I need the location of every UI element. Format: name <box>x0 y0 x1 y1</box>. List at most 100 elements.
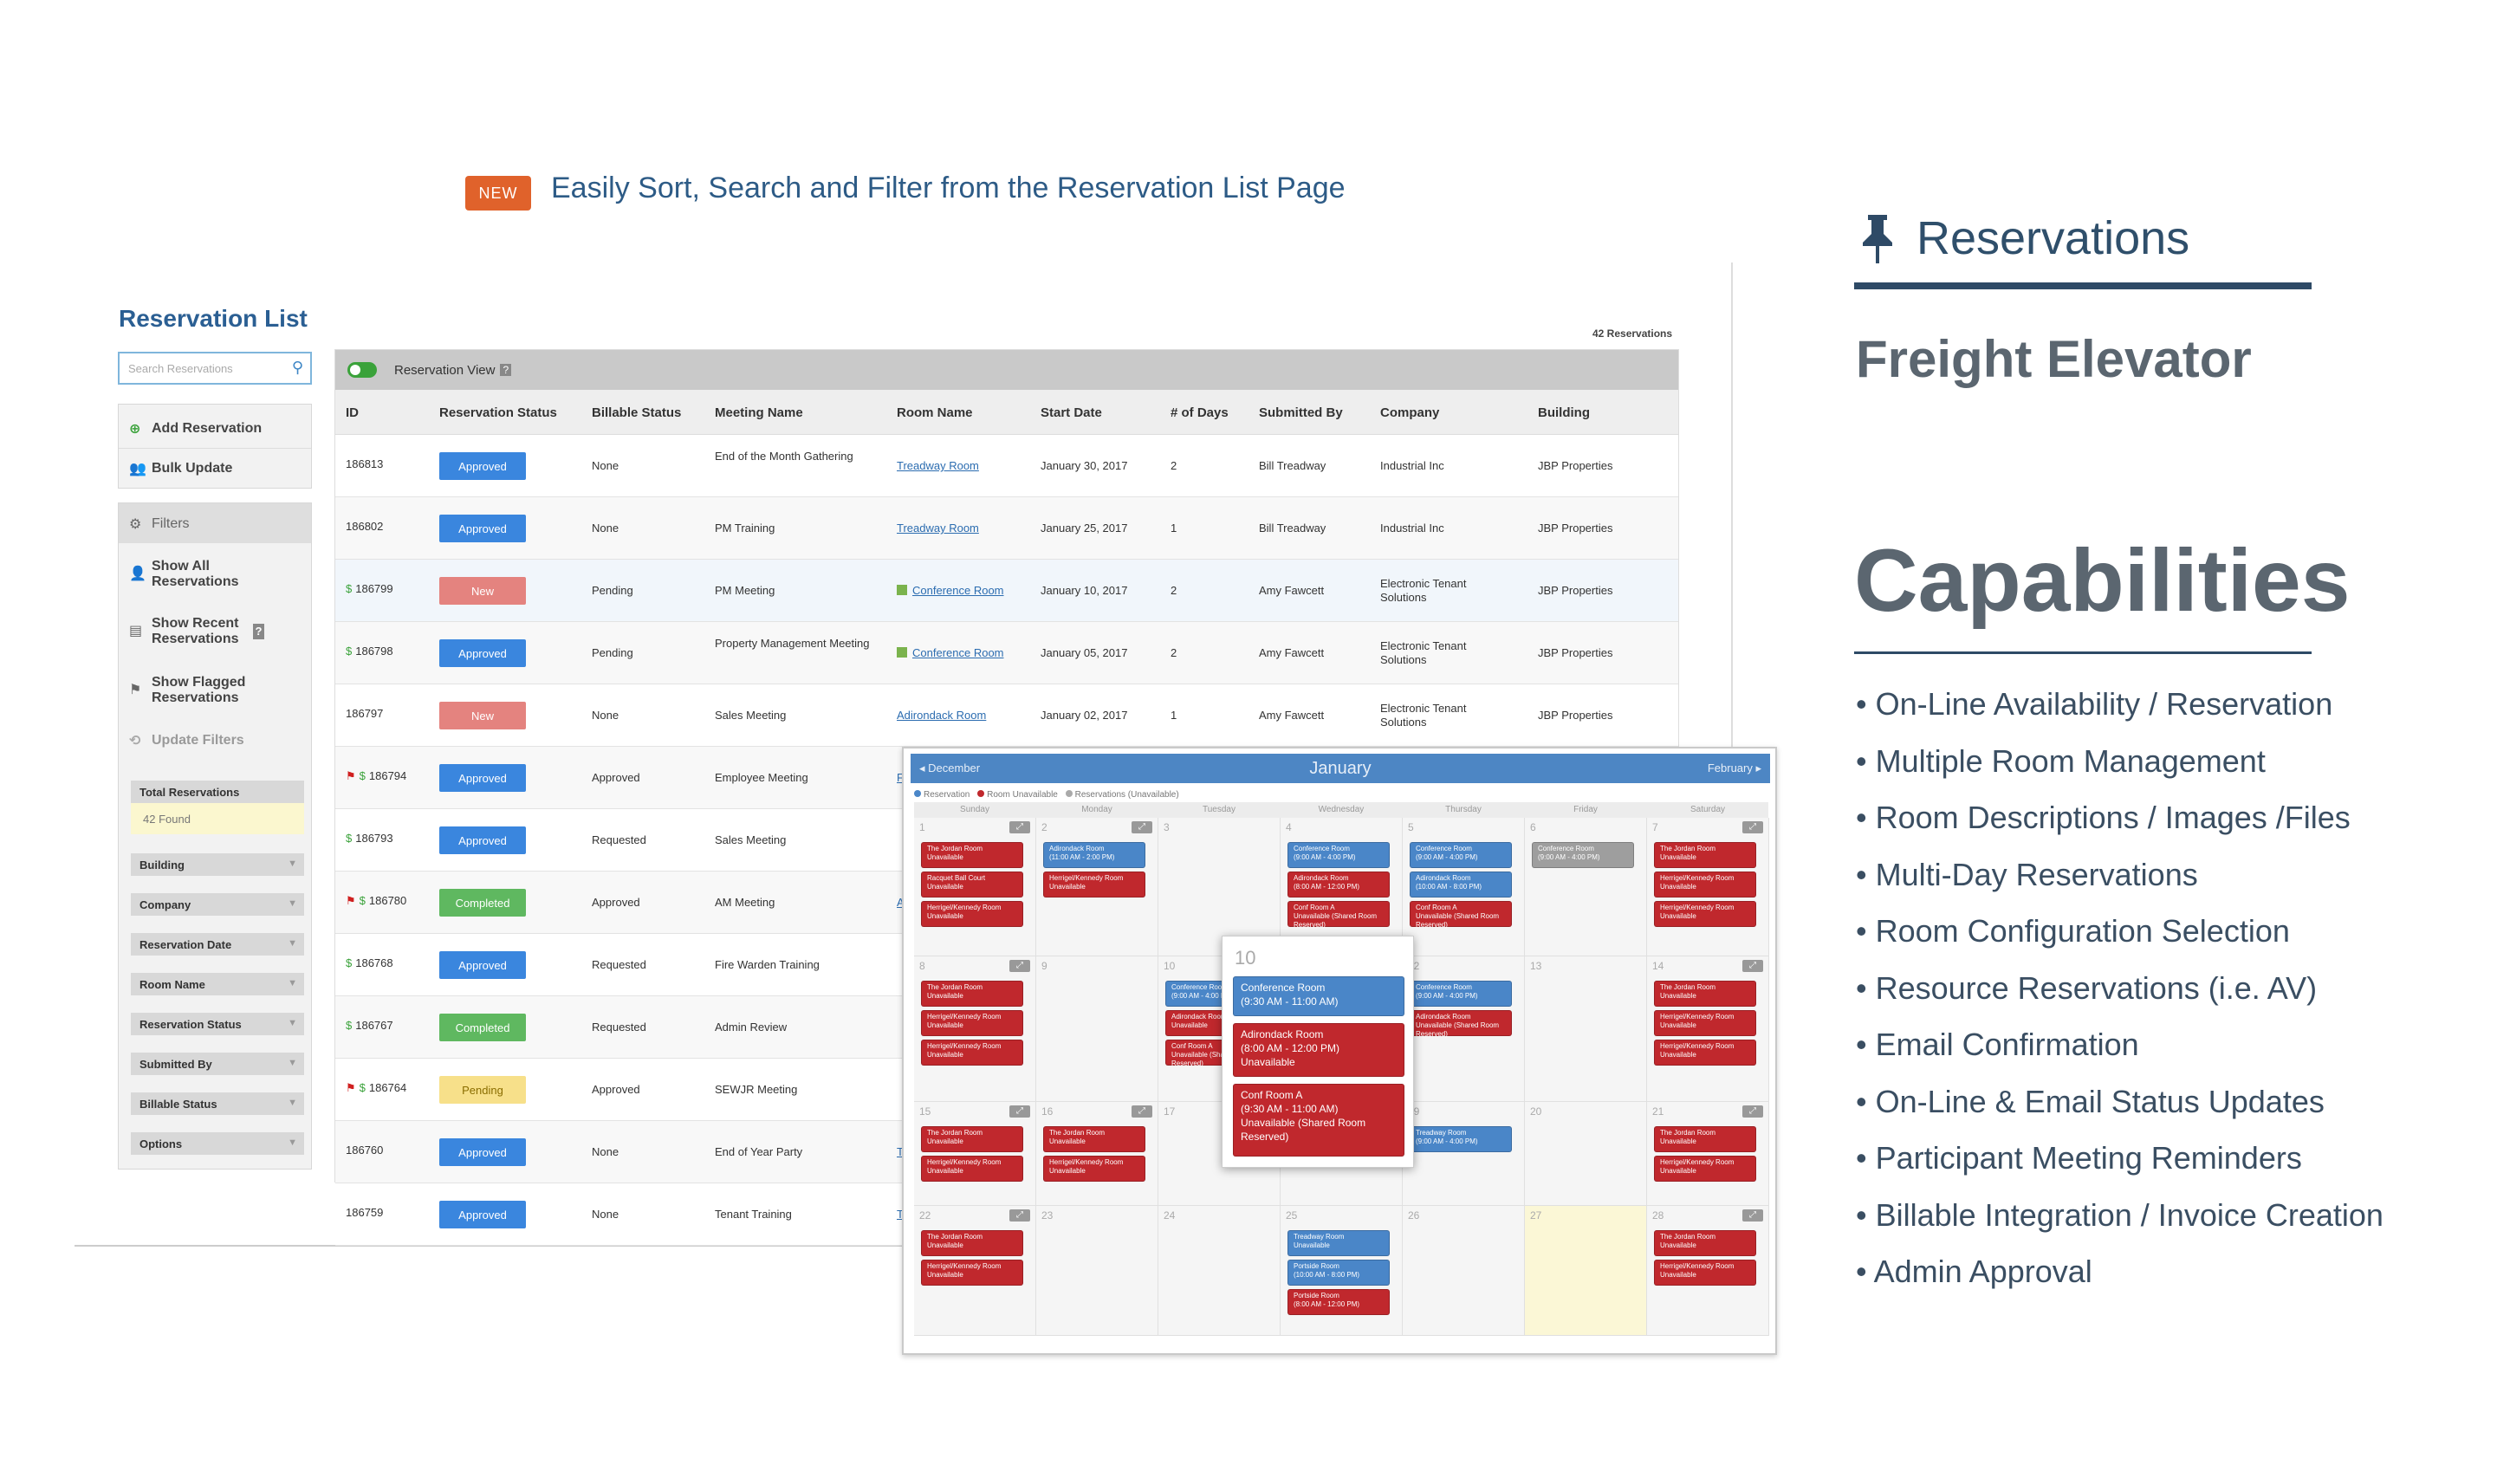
flag-icon[interactable]: ⚑ <box>346 1081 356 1094</box>
expand-icon[interactable]: ⤢ <box>1742 1209 1763 1222</box>
table-row[interactable]: 186797 New None Sales Meeting Adirondack Roo… <box>335 684 1678 747</box>
table-row[interactable]: $186793 Approved Requested Sales Meeting <box>335 809 1678 872</box>
calendar-day-cell[interactable]: 21 ⤢ The Jordan Room Unavailable Herrigel/Ke… <box>1647 1102 1769 1206</box>
cell-room[interactable]: T <box>897 1145 904 1158</box>
expand-icon[interactable]: ⤢ <box>1132 1105 1152 1118</box>
calendar-day-cell[interactable]: 12Conference Room(9:00 AM - 4:00 PM)Adir… <box>1403 956 1525 1102</box>
col-reservation-status[interactable]: Reservation Status <box>439 405 557 420</box>
filter-reservation-date[interactable]: Reservation Date ▼ <box>131 933 304 956</box>
calendar-event[interactable]: Herrigel/Kennedy Room Unavailable <box>921 1156 1023 1182</box>
room-link[interactable]: Conference Room <box>912 584 1004 597</box>
table-row[interactable]: ⚑ $186764 Pending Approved SEWJR Meeting <box>335 1059 1678 1121</box>
calendar-event[interactable]: Herrigel/Kennedy Room Unavailable <box>921 1040 1023 1066</box>
calendar-event[interactable]: The Jordan Room Unavailable <box>921 842 1023 868</box>
calendar-day-cell[interactable]: 19Treadway Room(9:00 AM - 4:00 PM) <box>1403 1102 1525 1206</box>
calendar-day-cell[interactable]: 6 Conference Room (9:00 AM - 4:00 PM) <box>1525 818 1647 956</box>
search-icon[interactable]: ⚲ <box>291 359 303 376</box>
flag-icon[interactable]: ⚑ <box>346 894 356 907</box>
calendar-event[interactable]: Racquet Ball Court Unavailable <box>921 872 1023 898</box>
expand-icon[interactable]: ⤢ <box>1009 960 1030 972</box>
filter-reservation-status[interactable]: Reservation Status ▼ <box>131 1013 304 1035</box>
calendar-event[interactable]: Treadway Room Unavailable <box>1287 1230 1390 1256</box>
calendar-day-cell[interactable]: 7 ⤢ The Jordan Room Unavailable Herrigel/Ken… <box>1647 818 1769 956</box>
popover-event-conf-a[interactable]: Conf Room A (9:30 AM - 11:00 AM) Unavail… <box>1233 1084 1404 1157</box>
col-room-name[interactable]: Room Name <box>897 405 973 420</box>
filter-options[interactable]: Options ▼ <box>131 1132 304 1155</box>
show-flagged-filter[interactable]: ⚑ Show Flagged Reservations <box>119 671 311 710</box>
calendar-event[interactable]: The Jordan Room Unavailable <box>1654 1230 1756 1256</box>
calendar-day-cell[interactable]: 26 <box>1403 1206 1525 1336</box>
cell-room[interactable]: A <box>897 896 905 909</box>
calendar-day-cell[interactable]: 16 ⤢ The Jordan Room Unavailable Herrigel/Ke… <box>1036 1102 1158 1206</box>
col-meeting-name[interactable]: Meeting Name <box>715 405 803 420</box>
calendar-day-cell[interactable]: 14 ⤢ The Jordan Room Unavailable Herrigel/Ke… <box>1647 956 1769 1102</box>
calendar-event[interactable]: Adirondack Room Unavailable (Shared Room … <box>1410 1010 1512 1038</box>
filter-company[interactable]: Company ▼ <box>131 893 304 916</box>
calendar-day-cell[interactable]: 27 <box>1525 1206 1647 1336</box>
calendar-event[interactable]: Herrigel/Kennedy Room Unavailable <box>921 1010 1023 1036</box>
calendar-day-cell[interactable]: 9 <box>1036 956 1158 1102</box>
expand-icon[interactable]: ⤢ <box>1742 960 1763 972</box>
calendar-event[interactable]: Conf Room A Unavailable (Shared Room Rese… <box>1287 901 1390 929</box>
filter-submitted-by[interactable]: Submitted By ▼ <box>131 1053 304 1075</box>
bulk-update-button[interactable]: 👥 Bulk Update <box>119 453 311 484</box>
room-link[interactable]: Treadway Room <box>897 459 979 472</box>
calendar-event[interactable]: The Jordan Room Unavailable <box>1043 1126 1145 1152</box>
calendar-event[interactable]: Portside Room (8:00 AM - 12:00 PM) <box>1287 1289 1390 1315</box>
calendar-event[interactable]: Adirondack Room (11:00 AM - 2:00 PM) <box>1043 842 1145 868</box>
expand-icon[interactable]: ⤢ <box>1009 821 1030 833</box>
calendar-event[interactable]: Conference Room (9:00 AM - 4:00 PM) <box>1410 981 1512 1007</box>
calendar-event[interactable]: Herrigel/Kennedy Room Unavailable <box>1654 1010 1756 1036</box>
room-link[interactable]: F <box>897 771 904 784</box>
reservation-view-toggle[interactable] <box>347 362 377 378</box>
calendar-event[interactable]: Conference Room (9:00 AM - 4:00 PM) <box>1410 842 1512 868</box>
room-link[interactable]: T <box>897 1145 904 1158</box>
calendar-event[interactable]: Herrigel/Kennedy Room Unavailable <box>1043 872 1145 898</box>
calendar-event[interactable]: Herrigel/Kennedy Room Unavailable <box>1654 872 1756 898</box>
calendar-day-cell[interactable]: 1 ⤢ The Jordan Room Unavailable Racquet Ball… <box>914 818 1036 956</box>
next-month-button[interactable]: February ▸ <box>1707 761 1761 774</box>
calendar-event[interactable]: The Jordan Room Unavailable <box>1654 1126 1756 1152</box>
calendar-day-cell[interactable]: 4 Conference Room (9:00 AM - 4:00 PM) Adiro… <box>1281 818 1403 956</box>
col-start-date[interactable]: Start Date <box>1041 405 1102 420</box>
calendar-event[interactable]: The Jordan Room Unavailable <box>1654 981 1756 1007</box>
cell-room[interactable]: Treadway Room <box>897 522 979 535</box>
calendar-day-cell[interactable]: 2 ⤢ Adirondack Room (11:00 AM - 2:00 PM) Her… <box>1036 818 1158 956</box>
room-link[interactable]: Conference Room <box>912 646 1004 659</box>
calendar-event[interactable]: The Jordan Room Unavailable <box>921 1126 1023 1152</box>
expand-icon[interactable]: ⤢ <box>1742 821 1763 833</box>
calendar-event[interactable]: The Jordan Room Unavailable <box>921 981 1023 1007</box>
calendar-day-cell[interactable]: 15 ⤢ The Jordan Room Unavailable Herrigel/Ke… <box>914 1102 1036 1206</box>
room-link[interactable]: Adirondack Room <box>897 709 987 722</box>
calendar-event[interactable]: Herrigel/Kennedy Room Unavailable <box>1654 1040 1756 1066</box>
cell-room[interactable]: Treadway Room <box>897 459 979 472</box>
filter-billable-status[interactable]: Billable Status ▼ <box>131 1092 304 1115</box>
prev-month-button[interactable]: ◂ December <box>919 761 981 774</box>
calendar-event[interactable]: The Jordan Room Unavailable <box>1654 842 1756 868</box>
cell-room[interactable]: Conference Room <box>897 646 1004 659</box>
filter-room-name[interactable]: Room Name ▼ <box>131 973 304 995</box>
calendar-event[interactable]: Herrigel/Kennedy Room Unavailable <box>1654 1260 1756 1286</box>
cell-room[interactable]: Adirondack Room <box>897 709 986 722</box>
popover-event-adirondack[interactable]: Adirondack Room (8:00 AM - 12:00 PM) Una… <box>1233 1023 1404 1077</box>
show-all-filter[interactable]: 👤 Show All Reservations <box>119 555 311 593</box>
room-link[interactable]: T <box>897 1208 904 1221</box>
calendar-day-cell[interactable]: 23 <box>1036 1206 1158 1336</box>
cell-room[interactable]: F <box>897 771 904 784</box>
room-link[interactable]: Treadway Room <box>897 522 979 535</box>
show-recent-filter[interactable]: ▤ Show Recent Reservations ? <box>119 612 311 651</box>
table-row[interactable]: 186802 Approved None PM Training Treadway Ro… <box>335 497 1678 560</box>
room-link[interactable]: A <box>897 896 905 909</box>
calendar-event[interactable]: Conference Room (9:00 AM - 4:00 PM) <box>1532 842 1634 868</box>
col-id[interactable]: ID <box>346 405 359 420</box>
calendar-event[interactable]: Conf Room A Unavailable (Shared Room Rese… <box>1410 901 1512 929</box>
expand-icon[interactable]: ⤢ <box>1009 1209 1030 1222</box>
update-filters-button[interactable]: ⟲ Update Filters <box>119 725 311 756</box>
calendar-day-cell[interactable]: 3 <box>1158 818 1281 956</box>
calendar-day-cell[interactable]: 20 <box>1525 1102 1647 1206</box>
col-submitted-by[interactable]: Submitted By <box>1259 405 1343 420</box>
add-reservation-button[interactable]: ⊕ Add Reservation <box>119 413 311 444</box>
calendar-day-cell[interactable]: 22 ⤢ The Jordan Room Unavailable Herrigel/Ke… <box>914 1206 1036 1336</box>
col-billable-status[interactable]: Billable Status <box>592 405 682 420</box>
table-row[interactable]: $186799 New Pending PM Meeting Conference Ro… <box>335 560 1678 622</box>
